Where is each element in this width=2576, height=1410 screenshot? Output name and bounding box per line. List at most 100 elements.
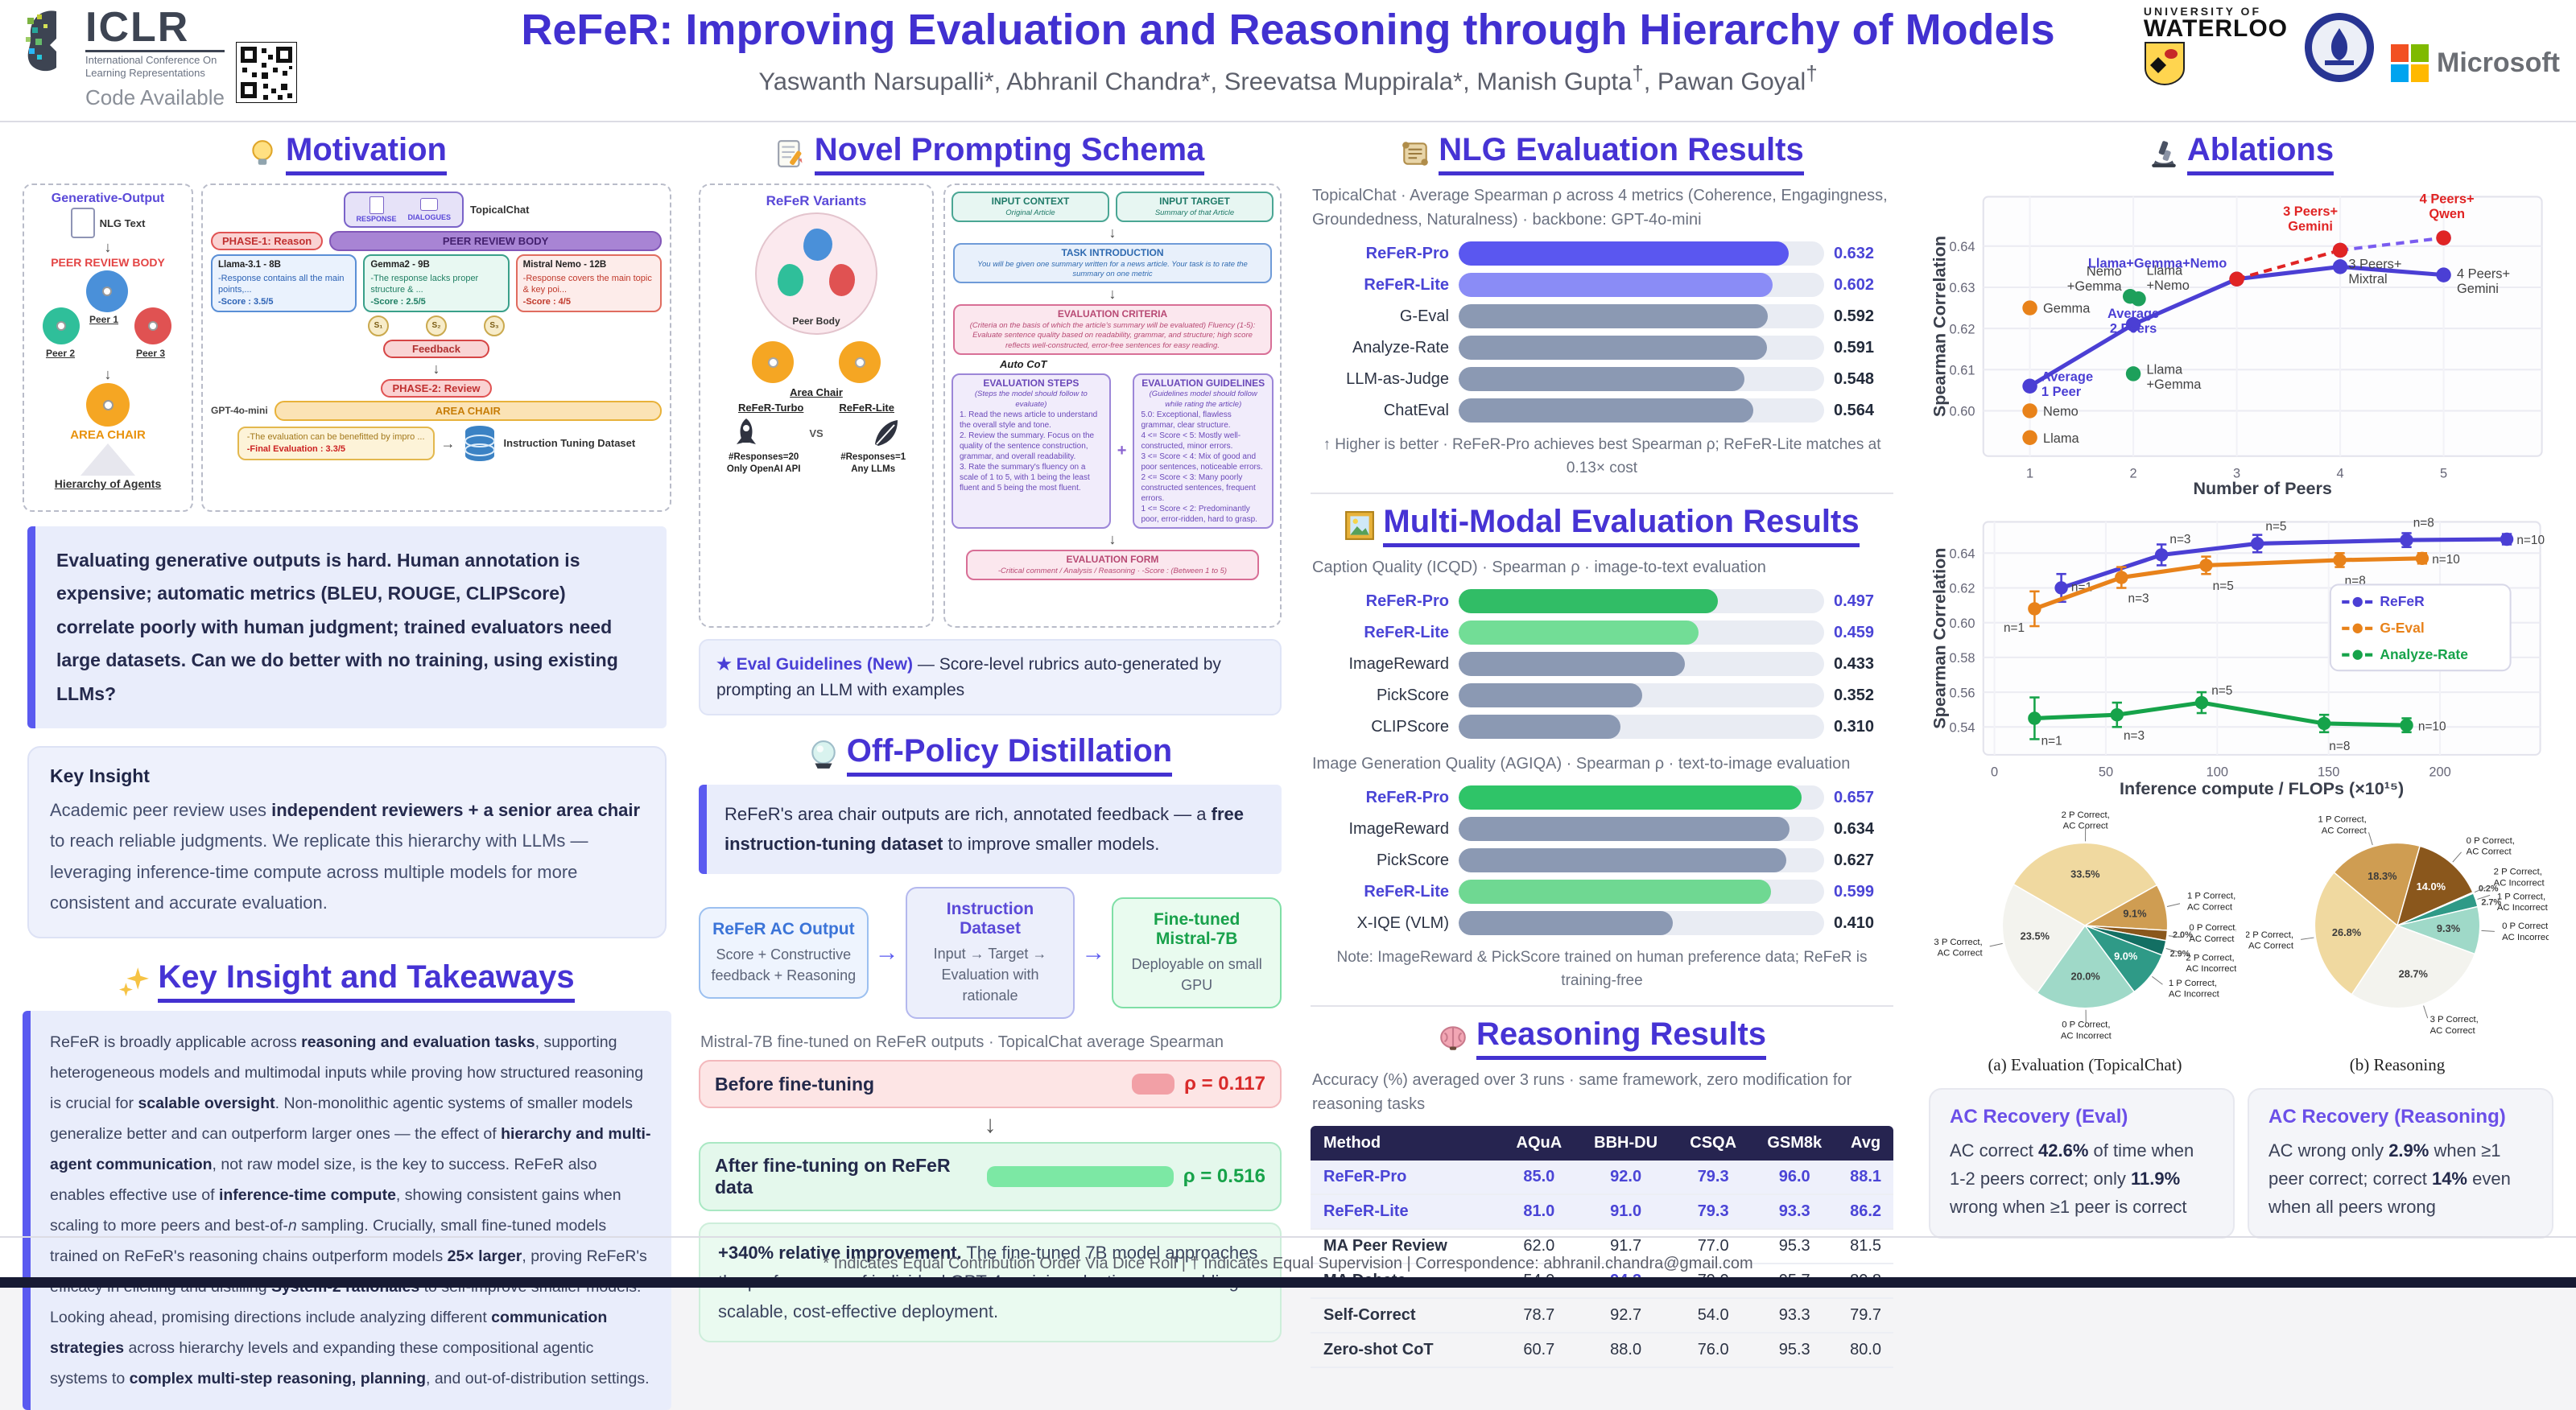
microsoft-logo: Microsoft [2391,44,2560,82]
brain-icon [1438,1023,1468,1053]
peer1-agent-icon [86,270,128,312]
iclr-sub2: Learning Representations [85,67,205,79]
pie-percent-label: 28.7% [2399,967,2429,979]
peer3-agent-icon [134,307,171,344]
bar-value: 0.599 [1834,883,1893,901]
evaluation-guidelines-sub: (Guidelines model should follow while ra… [1141,390,1265,410]
bar-label: ReFeR-Pro [1311,592,1449,611]
x-tick-label: 150 [2318,765,2339,780]
table-cell: 81.0 [1501,1194,1576,1229]
motivation-diagram: Generative-Output NLG Text ↓ PEER REVIEW… [23,183,671,512]
evaluation-criteria-box: EVALUATION CRITERIA (Criteria on the bas… [953,304,1272,355]
x-tick-label: 5 [2440,466,2447,480]
key-insight-title: Key Insight [50,765,644,787]
data-point-ReFeR [2054,581,2067,594]
pie-slice-label: 2 P Correct,AC Incorrect [2494,867,2545,888]
area-chair-turbo-icon [752,341,794,383]
pie-slice-label: 2 P Correct,AC Correct [2062,810,2110,831]
legend-label: ReFeR [2380,593,2425,609]
y-tick-label: 0.64 [1950,547,1975,562]
guideline-1: 5.0: Exceptional, flawless grammar, clea… [1141,410,1265,431]
bar-label: G-Eval [1311,307,1449,326]
pie-percent-label: 18.3% [2368,870,2397,882]
x-tick-label: 100 [2207,765,2228,780]
evaluation-guidelines-box: EVALUATION GUIDELINES (Guidelines model … [1133,373,1274,529]
table-cell: Zero-shot CoT [1311,1333,1501,1367]
pie-percent-label: 33.5% [2070,868,2100,880]
y-tick-label: 0.60 [1950,616,1975,631]
table-header-cell: Avg [1838,1126,1893,1161]
after-rho-value: ρ = 0.516 [1183,1165,1265,1188]
hierarchy-caption: Hierarchy of Agents [55,477,162,490]
down-arrow-icon: ↓ [105,367,112,381]
bar-fill [1459,715,1620,739]
plus-icon: + [1117,442,1127,460]
bar-value: 0.602 [1834,276,1893,295]
bar-track [1459,336,1824,360]
bar-fill [1459,398,1753,423]
ac-output-step: ReFeR AC Output Score + Constructive fee… [699,907,869,999]
bar-fill [1459,589,1718,613]
y-axis-label: Spearman Correlation [1930,548,1950,729]
section-heading-label: Motivation [286,132,447,175]
bar-value: 0.352 [1834,686,1893,705]
distillation-pipeline: ReFeR AC Output Score + Constructive fee… [699,887,1282,1019]
prompting-schema-diagram: ReFeR Variants Peer Body Area Chair ReFe… [699,183,1282,628]
bar-fill [1459,273,1773,297]
bar-label: ReFeR-Lite [1311,276,1449,295]
crystal-ball-icon [808,740,839,770]
legend-marker-dot [2353,624,2363,633]
qr-code [236,42,297,103]
pie-slice-label: 1 P Correct,AC Correct [2187,891,2235,912]
section-heading-nlg: NLG Evaluation Results [1311,132,1893,175]
lightbulb-icon [247,138,278,169]
y-tick-label: 0.63 [1950,281,1975,295]
nlg-document-icon [71,208,95,238]
pie-percent-label: 20.0% [2070,970,2100,982]
input-context-title: INPUT CONTEXT [960,196,1101,208]
point-label: n=10 [2432,553,2460,567]
bar-value: 0.657 [1834,789,1893,807]
poster-title: ReFeR: Improving Evaluation and Reasonin… [338,5,2238,55]
instruction-tuning-dataset-label: Instruction Tuning Dataset [504,437,636,450]
distillation-callout: ReFeR's area chair outputs are rich, ann… [699,785,1282,874]
input-context-box: INPUT CONTEXT Original Article [952,192,1109,222]
mistral-name: Mistral Nemo - 12B [523,259,654,271]
response-label: RESPONSE [357,215,397,223]
plot-annotation: Llama+Gemma+Nemo [2088,256,2227,270]
bar-fill [1459,620,1699,645]
bar-fill [1459,336,1767,360]
point-label: n=8 [2413,517,2434,530]
section-heading-reasoning: Reasoning Results [1311,1016,1893,1060]
table-cell: 96.0 [1751,1161,1838,1194]
bar-track [1459,367,1824,391]
ac-recovery-reasoning-body: AC wrong only 2.9% when ≥1 peer correct;… [2268,1136,2533,1222]
plot-annotation: Gemma [2043,302,2091,316]
data-point-extension-points [2436,230,2450,245]
key-insight-body: Academic peer review uses independent re… [50,795,644,919]
llama-score: -Score : 3.5/5 [218,296,349,307]
data-point-average-line [2022,379,2037,394]
point-label: n=3 [2169,533,2190,546]
bar-fill [1459,785,1802,810]
llama-name: Llama-3.1 - 8B [218,259,349,271]
legend-label: Analyze-Rate [2380,646,2468,662]
point-label: n=3 [2128,592,2149,606]
microsoft-squares-icon [2391,44,2429,82]
nlg-footnote: ↑ Higher is better · ReFeR-Pro achieves … [1311,434,1893,480]
y-tick-label: 0.62 [1950,322,1975,336]
response-icon [369,196,384,214]
footer-text: * Indicates Equal Contribution Order Via… [0,1255,2576,1273]
microsoft-wordmark: Microsoft [2437,47,2560,79]
peer-model-cards: Llama-3.1 - 8B -Response contains all th… [211,254,662,312]
iclr-name: ICLR [85,6,225,48]
bar-track [1459,911,1824,935]
pie-leader-line [2152,976,2162,984]
section-heading-label: Multi-Modal Evaluation Results [1383,504,1859,547]
pie-caption-eval: (a) Evaluation (TopicalChat) [1929,1055,2241,1075]
